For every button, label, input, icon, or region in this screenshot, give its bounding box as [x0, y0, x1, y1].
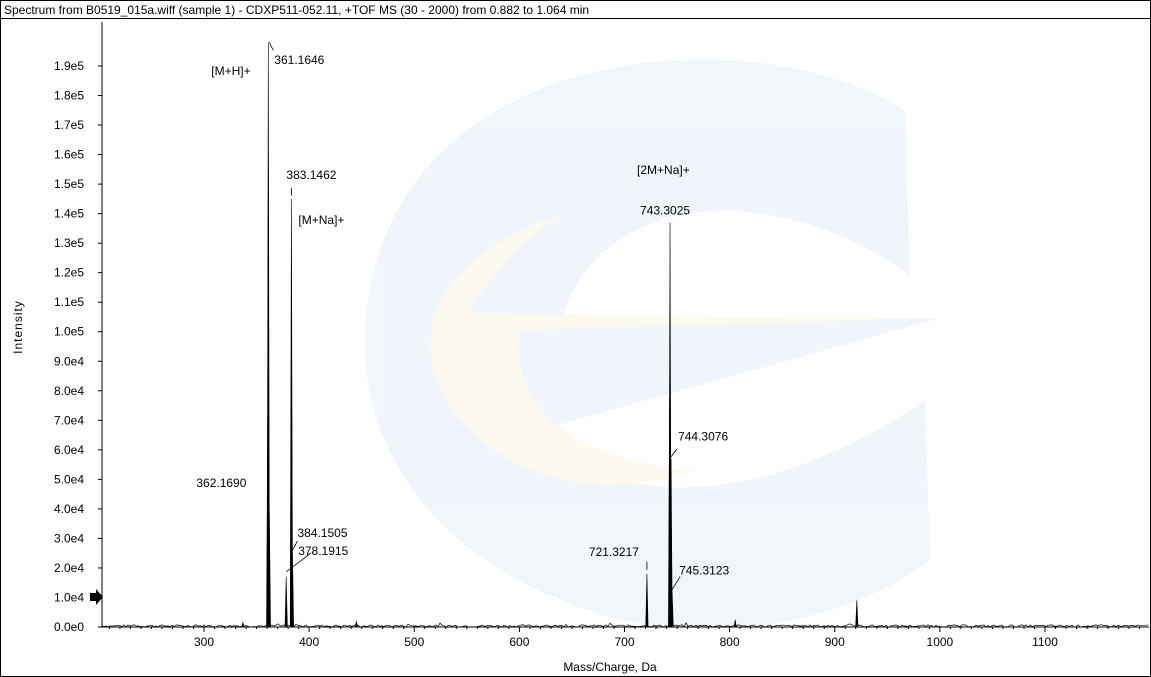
peak-line	[645, 573, 649, 628]
peak-line	[284, 576, 288, 628]
y-tick-label: 1.0e4	[54, 590, 84, 604]
y-tick-label: 0.0e0	[54, 620, 84, 634]
y-tick-label: 1.9e5	[54, 59, 84, 73]
y-tick-label: 1.7e5	[54, 118, 84, 132]
baseline-noise	[101, 622, 1149, 628]
peak-label: 384.1505	[297, 526, 347, 540]
peak-line	[290, 553, 294, 628]
peak-group	[241, 42, 859, 628]
x-tick-label: 400	[299, 635, 319, 649]
peak-label-leader	[268, 42, 274, 51]
y-tick-group: 0.0e0 1.0e4 2.0e4 3.0e4 4.0e4 5.0e4 6.0e4 7.0e4…	[54, 59, 102, 634]
baseline-noise-trace	[101, 622, 1149, 628]
peak-label: 361.1646	[274, 53, 324, 67]
x-tick-label: 500	[404, 635, 424, 649]
y-tick-label: 1.5e5	[54, 177, 84, 191]
peak-label: 745.3123	[679, 564, 729, 578]
y-tick-label: 1.8e5	[54, 89, 84, 103]
y-tick-label: 5.0e4	[54, 472, 84, 486]
peak-line	[855, 600, 859, 628]
x-tick-label: 1100	[1032, 635, 1058, 649]
x-tick-label: 600	[509, 635, 529, 649]
x-tick-label: 1000	[927, 635, 954, 649]
y-tick-label: 2.0e4	[54, 561, 84, 575]
peak-label-group: 361.1646 362.1690 378.1915 383.1462 384.1505…	[196, 42, 730, 590]
y-tick-label: 8.0e4	[54, 384, 84, 398]
y-tick-label: 4.0e4	[54, 502, 84, 516]
y-tick-label: 6.0e4	[54, 443, 84, 457]
x-tick-label: 700	[614, 635, 634, 649]
y-tick-label: 1.1e5	[54, 295, 84, 309]
peak-label: 743.3025	[640, 203, 690, 217]
x-tick-label: 800	[720, 635, 740, 649]
adduct-annotation: [2M+Na]+	[637, 163, 690, 177]
peak-line	[241, 621, 245, 628]
peak-label-leader	[671, 576, 681, 590]
peak-label: 362.1690	[196, 476, 246, 490]
x-tick-label: 300	[194, 635, 214, 649]
y-tick-label: 7.0e4	[54, 413, 84, 427]
peak-label-leader	[292, 540, 298, 551]
y-tick-label: 1.2e5	[54, 266, 84, 280]
peak-label-leader	[670, 448, 678, 457]
y-tick-label: 1.3e5	[54, 236, 84, 250]
adduct-annotation: [M+H]+	[211, 64, 250, 78]
y-tick-label: 1.0e5	[54, 325, 84, 339]
y-tick-label: 3.0e4	[54, 531, 84, 545]
peak-label: 378.1915	[298, 544, 348, 558]
peak-line	[266, 414, 270, 628]
peak-label: 383.1462	[286, 168, 336, 182]
cursor-arrow-icon	[90, 589, 103, 605]
y-tick-label: 1.4e5	[54, 207, 84, 221]
peak-label: 721.3217	[589, 545, 639, 559]
peak-label-leader	[285, 552, 312, 573]
peak-line	[733, 619, 737, 628]
y-tick-label: 9.0e4	[54, 354, 84, 368]
x-tick-group: 300 400 500 600 700 800 900 1000 1100	[108, 627, 1141, 649]
watermark-logo-graphic	[364, 59, 940, 630]
peak-label: 744.3076	[678, 430, 728, 444]
x-axis-title: Mass/Charge, Da	[563, 660, 657, 674]
title-divider	[1, 18, 1150, 19]
peak-line	[354, 621, 358, 628]
y-tick-label: 1.6e5	[54, 148, 84, 162]
x-tick-label: 900	[825, 635, 845, 649]
peak-line	[267, 511, 271, 628]
chart-title: Spectrum from B0519_015a.wiff (sample 1)…	[4, 3, 590, 17]
peak-line	[670, 591, 674, 628]
y-axis-title: Intensity	[11, 300, 25, 354]
adduct-annotation: [M+Na]+	[298, 213, 344, 227]
